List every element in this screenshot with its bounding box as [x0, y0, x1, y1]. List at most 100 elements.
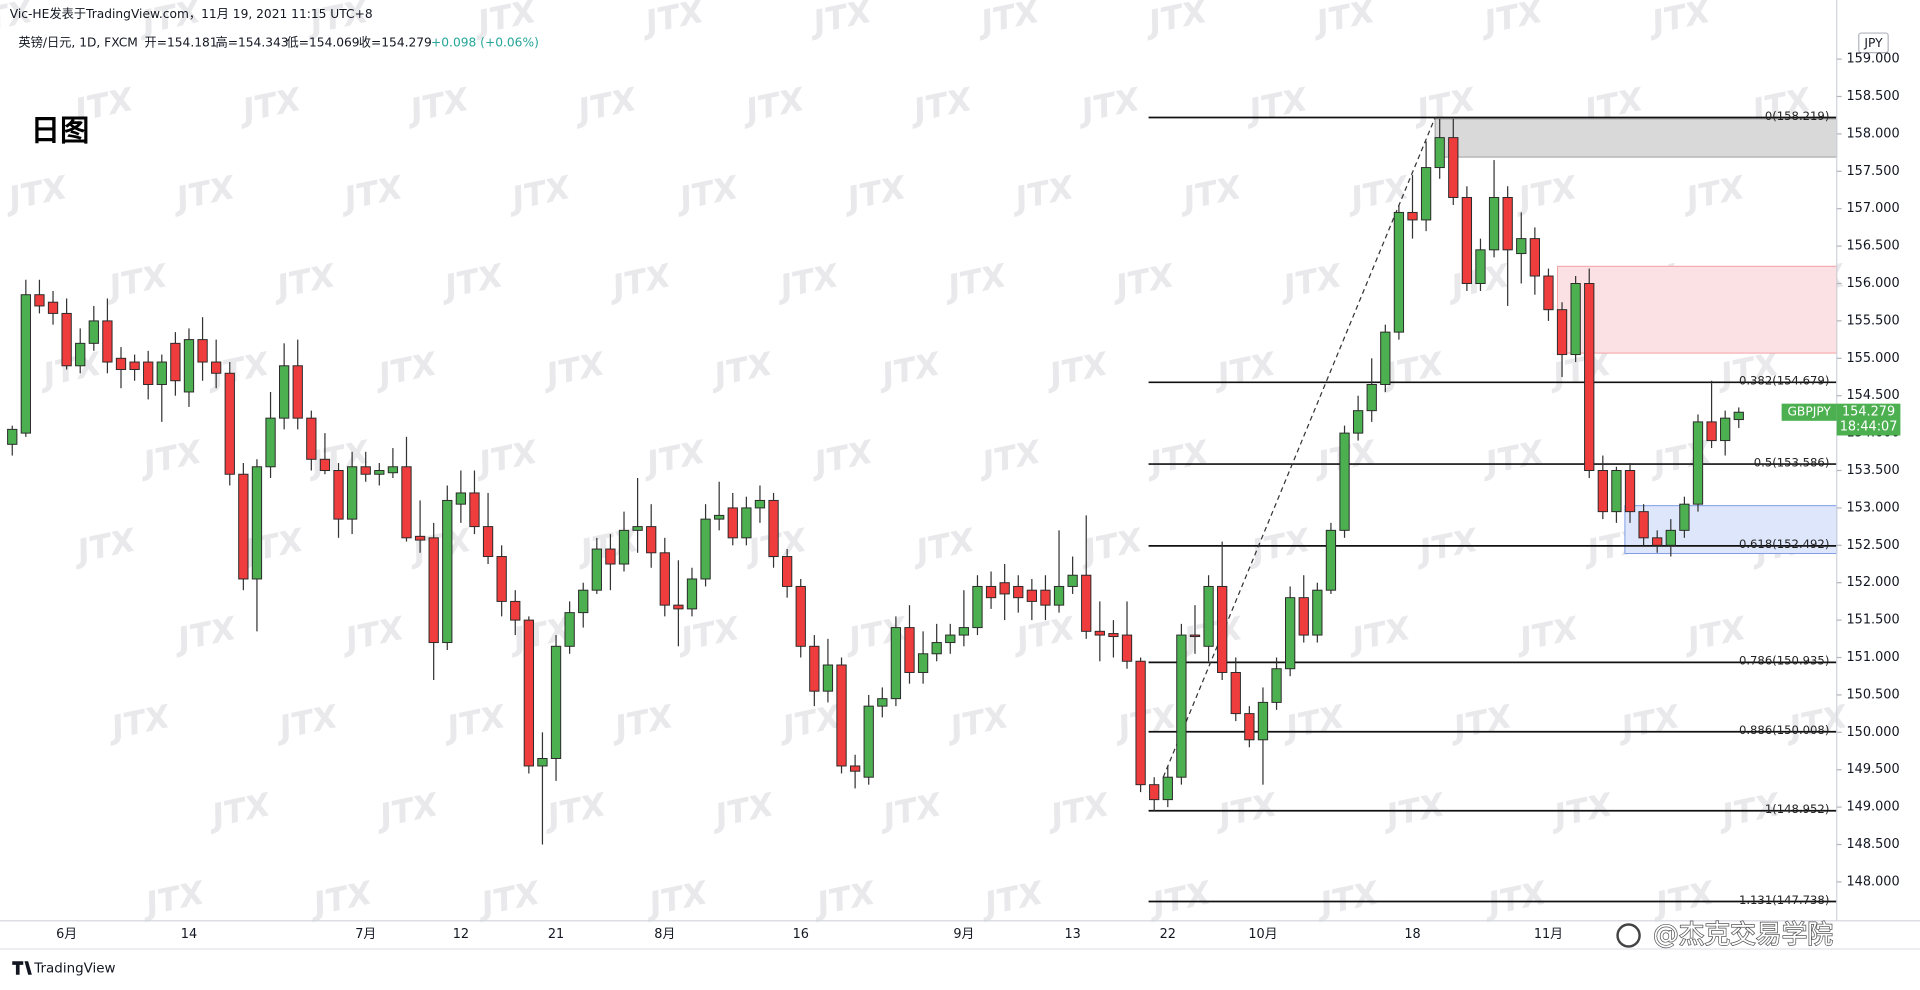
watermark: JTX	[941, 697, 1013, 748]
candle-body	[455, 492, 467, 505]
tv-logo: TradingView	[33, 962, 115, 977]
fib-label: 0.786(150.935)	[1739, 654, 1829, 668]
fib-label: 0.618(152.492)	[1739, 537, 1829, 551]
watermark: JTX	[268, 256, 340, 307]
candle-body	[278, 365, 290, 419]
watermark: JTX	[1072, 80, 1144, 131]
watermark: JTX	[904, 80, 976, 131]
candle-body	[183, 339, 195, 393]
y-tick-label: 158.000	[1847, 126, 1900, 141]
candle-body	[795, 585, 806, 647]
candle-body	[1271, 668, 1282, 703]
candle-body	[346, 466, 358, 520]
candle-body	[1312, 589, 1323, 636]
watermark: JTX	[335, 168, 407, 219]
x-tick-label: 10月	[1248, 927, 1277, 942]
watermark: JTX	[1311, 873, 1383, 924]
watermark: JTX	[137, 873, 209, 924]
watermark: JTX	[1006, 168, 1078, 219]
currency: JPY	[1863, 36, 1883, 50]
candle-body	[945, 634, 956, 644]
candle-body	[1352, 410, 1364, 434]
candle-body	[469, 492, 480, 528]
watermark: JTX	[472, 873, 544, 924]
watermark: JTX	[203, 785, 275, 836]
candle-body	[1706, 421, 1717, 442]
watermark: JTX	[233, 80, 305, 131]
fib-label: 0.382(154.679)	[1739, 374, 1829, 388]
candle-body	[306, 417, 317, 460]
candle-body	[115, 357, 127, 371]
y-tick-label: 154.500	[1847, 388, 1900, 403]
y-tick-label: 153.000	[1847, 500, 1900, 515]
candle-body	[496, 556, 507, 602]
candle-body	[659, 552, 670, 606]
candle-body	[211, 361, 222, 374]
candle-body	[265, 417, 276, 468]
candle-body	[387, 466, 399, 474]
watermark: JTX	[640, 873, 712, 924]
candle-body	[1679, 503, 1690, 531]
candle-body	[102, 320, 113, 363]
y-tick-label: 152.000	[1847, 575, 1900, 590]
candle-body	[1502, 196, 1513, 251]
x-tick-label: 18	[1404, 927, 1420, 942]
candle-body	[999, 582, 1010, 595]
watermark: JTX	[1143, 873, 1215, 924]
fib-label: 0.5(153.586)	[1754, 455, 1830, 469]
y-tick-label: 158.500	[1847, 89, 1900, 104]
watermark: JTX	[1678, 609, 1750, 660]
candle-body	[917, 653, 929, 673]
candle-body	[1516, 238, 1527, 255]
candle-body	[1366, 383, 1377, 412]
candle-body	[550, 645, 562, 759]
candle-body	[1135, 660, 1146, 786]
watermark: JTX	[773, 697, 845, 748]
candle-body	[727, 507, 738, 539]
watermark: JTX	[1307, 0, 1379, 42]
x-tick-label: 9月	[953, 927, 974, 942]
y-tick-label: 148.500	[1847, 837, 1900, 852]
price-tag-price: 154.279	[1842, 405, 1895, 420]
watermark: JTX	[371, 785, 443, 836]
candle-body	[1067, 574, 1078, 587]
watermark: JTX	[169, 609, 241, 660]
candle-body	[1434, 137, 1445, 169]
candle-body	[20, 294, 31, 434]
candle-body	[1461, 196, 1473, 284]
candle-body	[319, 458, 331, 471]
watermark: JTX	[603, 256, 675, 307]
watermark: JTX	[1042, 785, 1114, 836]
watermark: JTX	[808, 873, 880, 924]
candle-body	[1720, 417, 1731, 442]
watermark: JTX	[1644, 432, 1716, 483]
close: 收=154.279	[359, 35, 432, 49]
watermark: JTX	[1274, 256, 1346, 307]
watermark: JTX	[1342, 168, 1414, 219]
candle-body	[1162, 776, 1173, 801]
candle-body	[170, 342, 181, 382]
watermark: JTX	[68, 521, 140, 572]
y-tick-label: 149.000	[1847, 800, 1900, 815]
candle-body	[741, 507, 752, 539]
candle-body	[673, 604, 684, 610]
candle-body	[537, 758, 548, 767]
watermark: JTX	[438, 697, 510, 748]
watermark: JTX	[102, 697, 174, 748]
candle-body	[143, 361, 154, 385]
y-tick-label: 153.500	[1847, 463, 1900, 478]
candle-body	[972, 585, 983, 629]
watermark: JTX	[1343, 609, 1415, 660]
candle-body	[360, 466, 371, 475]
candle-body	[822, 664, 834, 692]
y-tick-label: 155.500	[1847, 313, 1900, 328]
candle-body	[1556, 309, 1568, 356]
candle-body	[1475, 249, 1486, 284]
candle-body	[1393, 211, 1405, 333]
credit: @杰克交易学院	[1653, 920, 1833, 950]
watermark: JTX	[737, 80, 809, 131]
symbol: 英镑/日元, 1D, FXCM	[18, 34, 137, 49]
candle-body	[482, 526, 494, 558]
candle-body	[618, 529, 630, 565]
